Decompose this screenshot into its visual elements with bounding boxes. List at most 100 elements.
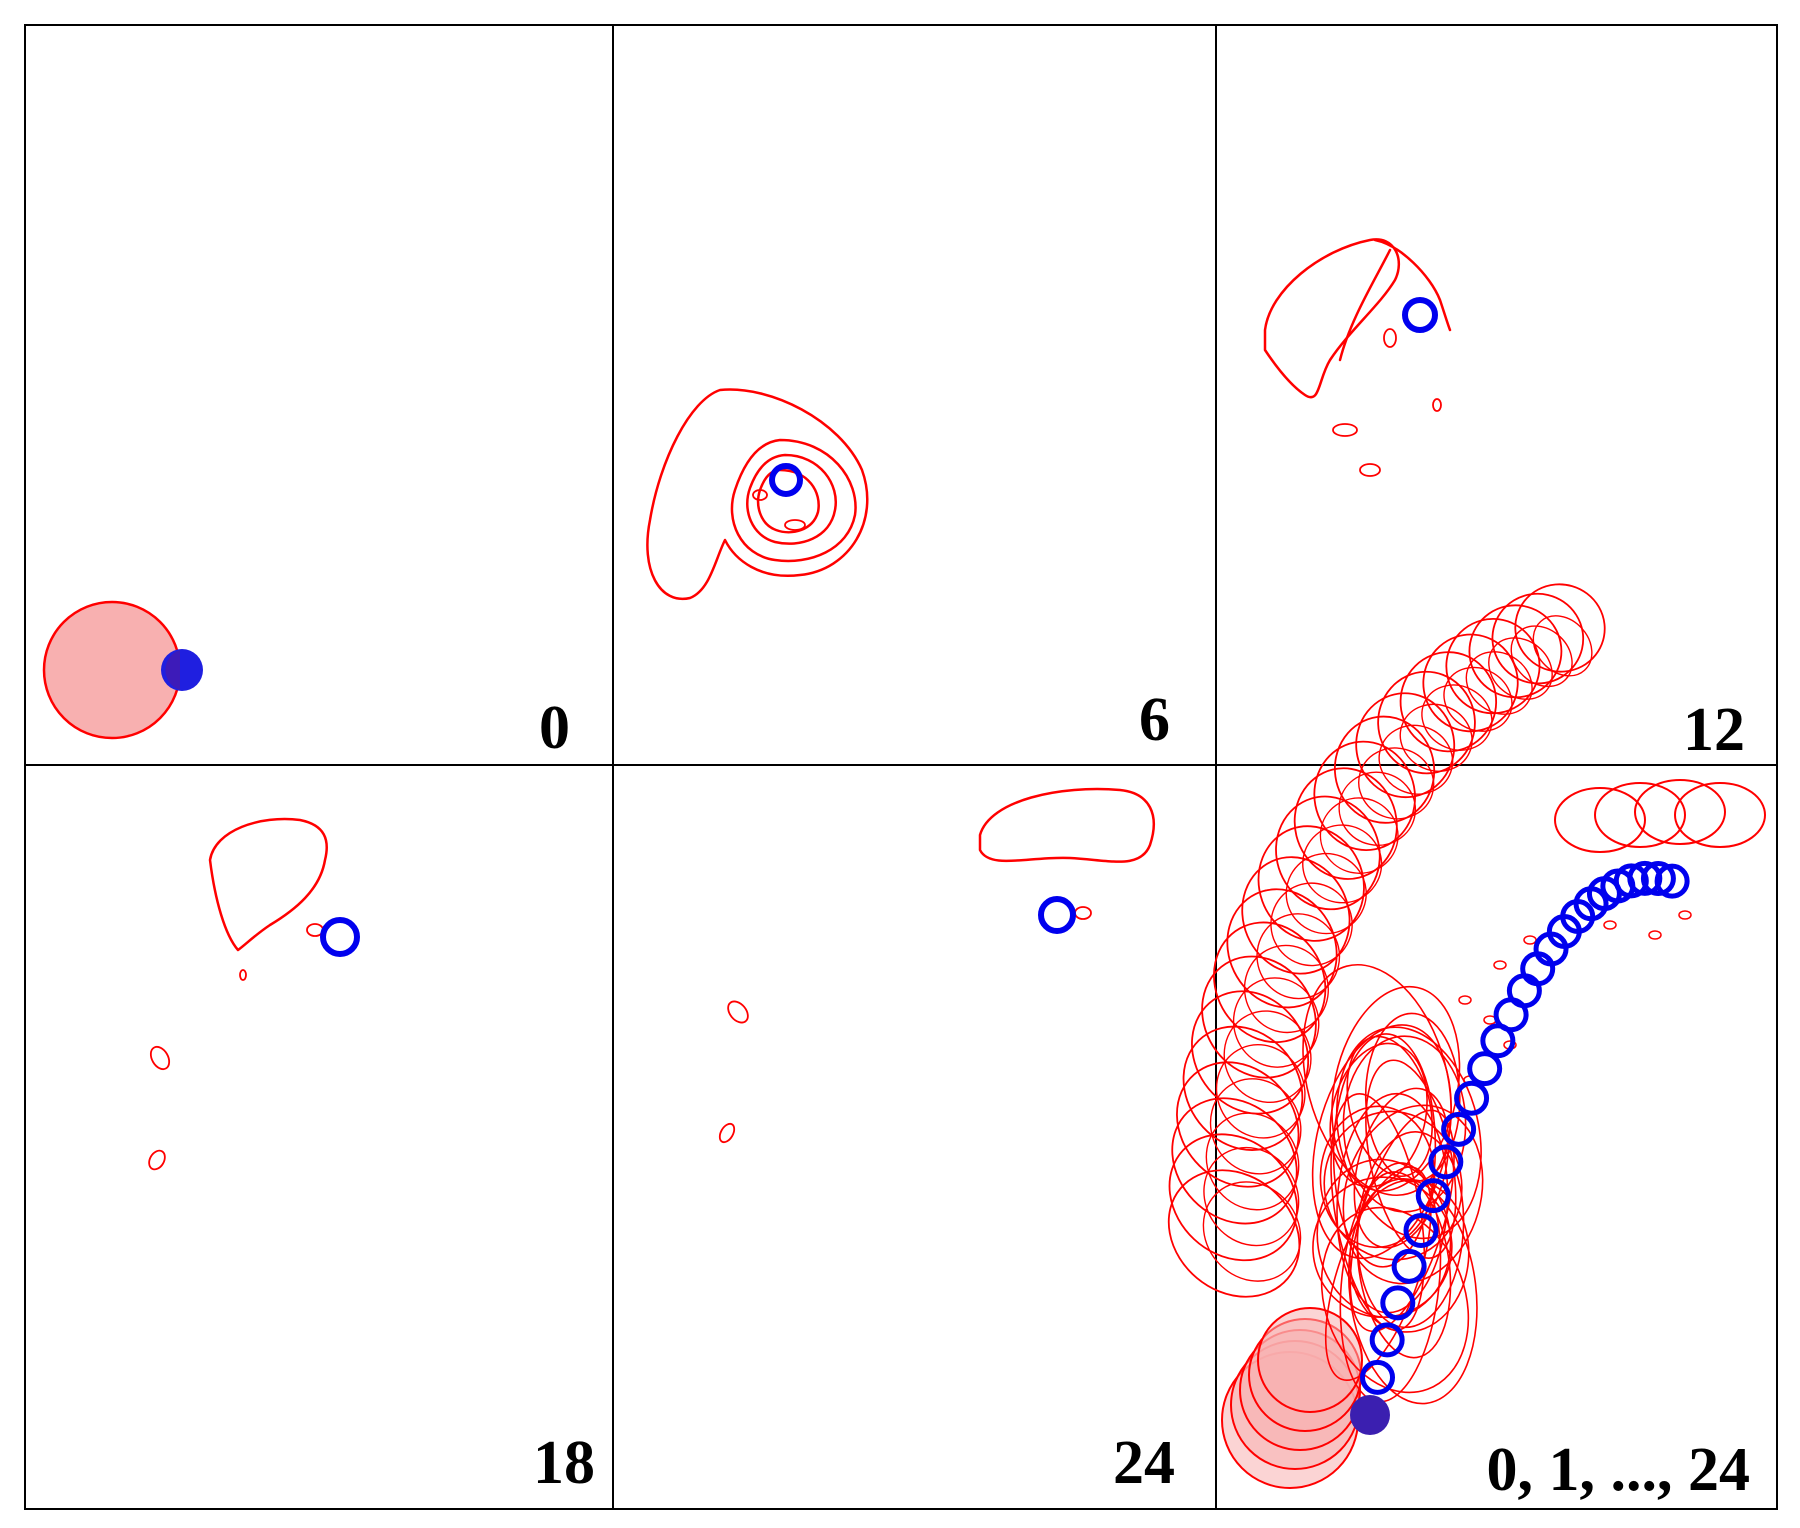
red-droplet-outline xyxy=(1554,787,1646,853)
red-fragment xyxy=(239,969,247,981)
overlap-region xyxy=(165,650,180,690)
panel-t12: 12 xyxy=(1263,238,1745,764)
blue-particle-ring xyxy=(1415,1178,1451,1214)
blue-particle-initial xyxy=(1350,1395,1390,1435)
red-droplet-outline xyxy=(1445,617,1541,715)
red-droplet-outline xyxy=(1202,1181,1302,1282)
red-droplet-outline xyxy=(1349,1109,1455,1333)
red-droplet-early xyxy=(1257,1307,1363,1413)
red-droplet-outline xyxy=(1182,1025,1304,1151)
red-fragment xyxy=(1603,920,1617,930)
red-inner-loop-2 xyxy=(746,453,838,545)
red-droplet-outline xyxy=(1342,1104,1484,1285)
red-droplet-outline xyxy=(1293,767,1398,880)
red-droplet-outline xyxy=(1241,856,1351,975)
red-droplet-outline xyxy=(1191,990,1310,1115)
red-fragment xyxy=(752,489,768,501)
red-fragment xyxy=(1074,906,1092,920)
red-droplet-outline xyxy=(1674,782,1766,848)
red-droplet-outline xyxy=(1594,782,1686,848)
red-deformed-droplet xyxy=(1263,238,1401,399)
red-droplet-outline xyxy=(1324,1166,1432,1381)
red-droplet-outline xyxy=(1275,795,1381,911)
blue-particle-trajectory xyxy=(1350,860,1690,1435)
red-droplet-outline xyxy=(1532,615,1593,677)
outer-frame xyxy=(24,24,1778,1510)
red-droplet-outline xyxy=(1358,747,1435,820)
panel-t6: 6 xyxy=(646,388,1170,754)
blue-particle-ring xyxy=(1403,1213,1439,1249)
red-droplet-outline xyxy=(1353,1087,1450,1249)
red-deformed-droplet xyxy=(978,787,1155,863)
red-droplet-outline xyxy=(1203,1146,1300,1247)
blue-particle-ring xyxy=(1467,1051,1503,1087)
red-fragment xyxy=(149,1045,171,1071)
red-droplet-outline xyxy=(1422,633,1519,733)
blue-particle-ring xyxy=(1380,1285,1416,1321)
red-droplet-trajectory xyxy=(1167,583,1766,1489)
red-droplet-outline xyxy=(1333,715,1436,824)
red-fragment xyxy=(1359,463,1381,477)
red-tail-strand xyxy=(1373,238,1452,332)
panel-t18: 18 xyxy=(148,817,595,1497)
red-droplet-outline xyxy=(1302,963,1452,1197)
red-droplet-outline xyxy=(1399,703,1473,772)
blue-particle-ring xyxy=(1428,1144,1464,1180)
panel-overlay: 0, 1, ..., 24 xyxy=(1167,583,1766,1504)
red-fragment xyxy=(727,1000,749,1024)
red-droplet-outline xyxy=(1378,724,1454,795)
red-deformed-droplet xyxy=(208,817,328,952)
red-tail-strand xyxy=(1338,248,1392,362)
red-fragment xyxy=(784,519,806,531)
panel-label-overlay: 0, 1, ..., 24 xyxy=(1487,1436,1751,1504)
red-droplet-outline xyxy=(1634,779,1726,845)
red-droplet-outline xyxy=(1514,583,1606,673)
panel-label-t12: 12 xyxy=(1683,696,1745,764)
blue-particle-ring xyxy=(1654,863,1690,899)
red-droplet-outline xyxy=(1510,625,1573,688)
blue-particle-ring xyxy=(1402,297,1438,333)
red-outer-spiral xyxy=(646,388,869,601)
red-droplet-outline xyxy=(1356,1171,1452,1359)
blue-particle-ring xyxy=(1613,863,1649,899)
blue-particle-ring xyxy=(320,917,360,957)
blue-particle-ring xyxy=(1391,1248,1427,1284)
red-droplet-outline xyxy=(1226,888,1338,1009)
red-inner-loop-1 xyxy=(730,438,857,563)
panel-t0: 0 xyxy=(42,600,570,762)
blue-particle-ring xyxy=(1038,896,1076,934)
red-fragment xyxy=(1383,328,1397,348)
panel-label-t0: 0 xyxy=(539,694,570,762)
red-droplet-outline xyxy=(1243,944,1330,1034)
panel-label-t24: 24 xyxy=(1113,1429,1175,1497)
red-droplet-outline xyxy=(1338,771,1417,846)
red-fragment xyxy=(1332,423,1358,437)
red-droplet-outline xyxy=(1201,955,1317,1079)
red-droplet-outline xyxy=(1313,740,1416,852)
red-fragment xyxy=(1678,910,1692,920)
panel-grid xyxy=(24,24,1778,1510)
red-droplet-outline xyxy=(1399,651,1498,753)
red-droplet-outline xyxy=(1330,1093,1426,1331)
red-droplet-outline xyxy=(1421,684,1493,751)
red-fragment xyxy=(148,1149,166,1171)
red-fragment xyxy=(1432,398,1442,412)
red-fragment xyxy=(718,1122,736,1144)
red-droplet-outline xyxy=(1319,797,1399,874)
red-droplet-outline xyxy=(1491,592,1585,685)
red-fragment xyxy=(1493,960,1507,970)
red-droplet-outline xyxy=(1349,1179,1470,1333)
panel-label-t18: 18 xyxy=(533,1429,595,1497)
red-droplet-outline xyxy=(1176,1061,1300,1188)
red-fragment xyxy=(1458,995,1472,1005)
red-droplet-outline xyxy=(1342,1035,1467,1213)
blue-particle-ring xyxy=(1506,973,1542,1009)
red-droplet-outline xyxy=(1468,604,1563,699)
red-droplet-initial xyxy=(42,600,182,740)
panel-label-t6: 6 xyxy=(1139,686,1170,754)
red-fragment xyxy=(1648,930,1662,940)
blue-particle-ring xyxy=(1441,1111,1477,1147)
blue-particle-ring xyxy=(769,463,803,497)
red-droplet-outline xyxy=(1346,1035,1433,1178)
